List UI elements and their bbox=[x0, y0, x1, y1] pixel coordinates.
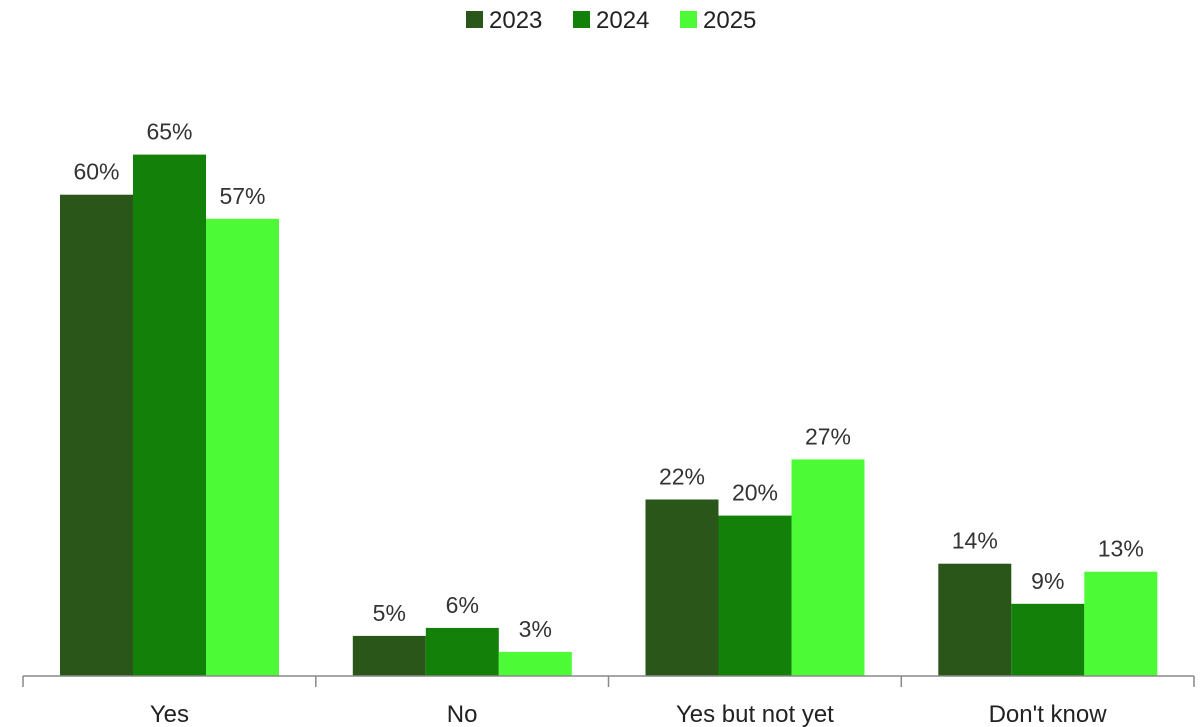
value-label: 9% bbox=[1031, 568, 1064, 594]
bar-no-2023 bbox=[352, 635, 426, 676]
legend-swatch-2023 bbox=[466, 11, 483, 28]
category-label: Yes bbox=[150, 701, 189, 727]
legend: 2023 2024 2025 bbox=[466, 7, 756, 34]
value-label: 20% bbox=[732, 480, 778, 506]
bar-don-t-know-2025 bbox=[1084, 571, 1158, 676]
value-label: 5% bbox=[373, 600, 406, 626]
value-label: 13% bbox=[1098, 536, 1144, 562]
value-label: 6% bbox=[446, 592, 479, 618]
category-label: Don't know bbox=[989, 701, 1108, 727]
bar-yes-but-not-yet-2024 bbox=[718, 515, 792, 676]
legend-swatch-2025 bbox=[680, 11, 697, 28]
bar-yes-but-not-yet-2023 bbox=[645, 499, 719, 676]
category-label: Yes but not yet bbox=[676, 701, 834, 727]
bar-don-t-know-2023 bbox=[938, 563, 1012, 676]
bar-no-2025 bbox=[498, 651, 572, 676]
category-labels: Yes No Yes but not yet Don't know bbox=[150, 701, 1107, 727]
bar-yes-2025 bbox=[206, 218, 279, 677]
bar-don-t-know-2024 bbox=[1011, 603, 1085, 676]
value-label: 14% bbox=[952, 528, 998, 554]
value-label: 27% bbox=[805, 423, 851, 449]
legend-label-2024: 2024 bbox=[596, 7, 649, 34]
bar-no-2024 bbox=[425, 627, 499, 676]
category-label: No bbox=[447, 701, 478, 727]
legend-label-2023: 2023 bbox=[489, 7, 542, 34]
bar-yes-but-not-yet-2025 bbox=[791, 459, 865, 676]
value-label: 57% bbox=[219, 183, 265, 209]
legend-label-2025: 2025 bbox=[703, 7, 756, 34]
bar-yes-2023 bbox=[60, 194, 133, 676]
x-axis bbox=[22, 675, 1195, 687]
value-label: 60% bbox=[73, 159, 119, 185]
value-labels: 60% 65% 57% 5% 6% 3% 22% 20% 27% 14% 9% 13% bbox=[73, 119, 1143, 642]
bars bbox=[60, 154, 1158, 677]
legend-swatch-2024 bbox=[573, 11, 590, 28]
value-label: 3% bbox=[519, 616, 552, 642]
value-label: 65% bbox=[146, 119, 192, 145]
value-label: 22% bbox=[659, 464, 705, 490]
bar-yes-2024 bbox=[133, 154, 206, 677]
